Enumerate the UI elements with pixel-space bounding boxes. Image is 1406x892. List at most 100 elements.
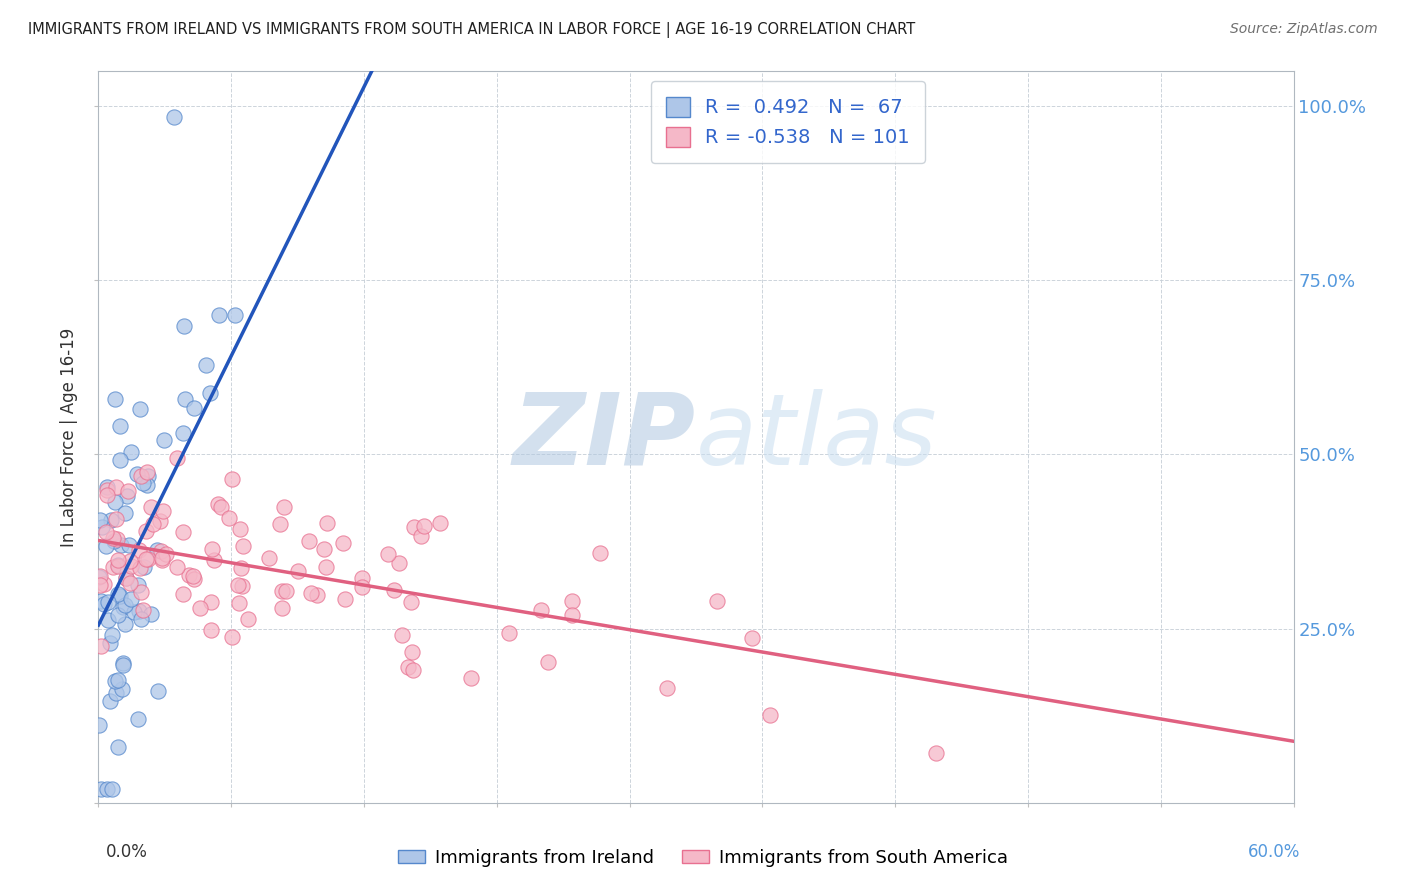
- Point: [104, 392, 127, 407]
- Point: [194, 358, 217, 372]
- Point: [132, 560, 155, 574]
- Point: [402, 519, 425, 533]
- Point: [207, 308, 229, 322]
- Point: [152, 504, 174, 518]
- Point: [377, 547, 399, 561]
- Point: [314, 541, 336, 556]
- Point: [107, 673, 129, 688]
- Point: [561, 607, 583, 622]
- Point: [118, 553, 141, 567]
- Point: [103, 534, 125, 549]
- Point: [307, 589, 329, 603]
- Y-axis label: In Labor Force | Age 16-19: In Labor Force | Age 16-19: [60, 327, 79, 547]
- Point: [139, 500, 162, 514]
- Point: [460, 672, 482, 686]
- Point: [163, 110, 186, 124]
- Point: [229, 522, 252, 536]
- Point: [108, 419, 131, 434]
- Point: [411, 529, 433, 543]
- Point: [101, 781, 124, 796]
- Point: [93, 576, 115, 591]
- Point: [759, 707, 782, 722]
- Legend: R =  0.492   N =  67, R = -0.538   N = 101: R = 0.492 N = 67, R = -0.538 N = 101: [651, 81, 925, 163]
- Point: [135, 466, 157, 480]
- Point: [128, 604, 150, 618]
- Point: [90, 594, 112, 608]
- Point: [115, 571, 138, 585]
- Point: [188, 601, 211, 615]
- Point: [200, 594, 222, 608]
- Point: [655, 681, 678, 696]
- Point: [166, 451, 188, 466]
- Point: [315, 516, 337, 530]
- Point: [498, 625, 520, 640]
- Point: [110, 538, 132, 552]
- Point: [396, 660, 419, 674]
- Point: [198, 386, 221, 401]
- Point: [401, 645, 423, 659]
- Point: [94, 525, 117, 540]
- Point: [270, 600, 292, 615]
- Point: [117, 484, 139, 499]
- Point: [269, 516, 291, 531]
- Point: [221, 630, 243, 644]
- Point: [128, 401, 150, 416]
- Point: [108, 453, 131, 467]
- Point: [110, 590, 132, 604]
- Point: [741, 631, 763, 645]
- Point: [120, 444, 142, 458]
- Point: [107, 586, 129, 600]
- Point: [236, 612, 259, 626]
- Point: [350, 580, 373, 594]
- Text: Source: ZipAtlas.com: Source: ZipAtlas.com: [1230, 22, 1378, 37]
- Point: [111, 600, 134, 615]
- Point: [172, 587, 194, 601]
- Point: [183, 401, 205, 415]
- Point: [172, 426, 194, 441]
- Point: [146, 542, 169, 557]
- Point: [96, 483, 118, 497]
- Point: [382, 583, 405, 598]
- Point: [136, 469, 159, 483]
- Point: [152, 434, 174, 448]
- Text: ZIP: ZIP: [513, 389, 696, 485]
- Point: [132, 476, 155, 491]
- Point: [401, 595, 423, 609]
- Point: [104, 495, 127, 509]
- Point: [181, 568, 204, 582]
- Point: [128, 542, 150, 557]
- Point: [115, 571, 138, 585]
- Point: [232, 539, 254, 553]
- Point: [257, 550, 280, 565]
- Point: [201, 541, 224, 556]
- Point: [104, 686, 127, 700]
- Point: [101, 531, 124, 545]
- Point: [129, 612, 152, 626]
- Point: [105, 512, 128, 526]
- Point: [155, 548, 177, 562]
- Point: [924, 746, 946, 760]
- Point: [118, 538, 141, 552]
- Point: [149, 514, 172, 528]
- Point: [111, 681, 134, 696]
- Point: [135, 552, 157, 566]
- Point: [413, 519, 436, 533]
- Point: [274, 584, 297, 599]
- Point: [135, 524, 157, 539]
- Point: [139, 607, 162, 621]
- Point: [271, 583, 294, 598]
- Point: [107, 558, 129, 573]
- Point: [104, 674, 127, 689]
- Point: [129, 469, 152, 483]
- Point: [388, 556, 411, 570]
- Point: [429, 516, 451, 531]
- Legend: Immigrants from Ireland, Immigrants from South America: Immigrants from Ireland, Immigrants from…: [391, 842, 1015, 874]
- Point: [228, 577, 250, 591]
- Point: [127, 578, 149, 592]
- Point: [100, 513, 122, 527]
- Point: [107, 608, 129, 623]
- Point: [561, 594, 583, 608]
- Point: [200, 623, 222, 637]
- Point: [129, 585, 152, 599]
- Point: [149, 544, 172, 558]
